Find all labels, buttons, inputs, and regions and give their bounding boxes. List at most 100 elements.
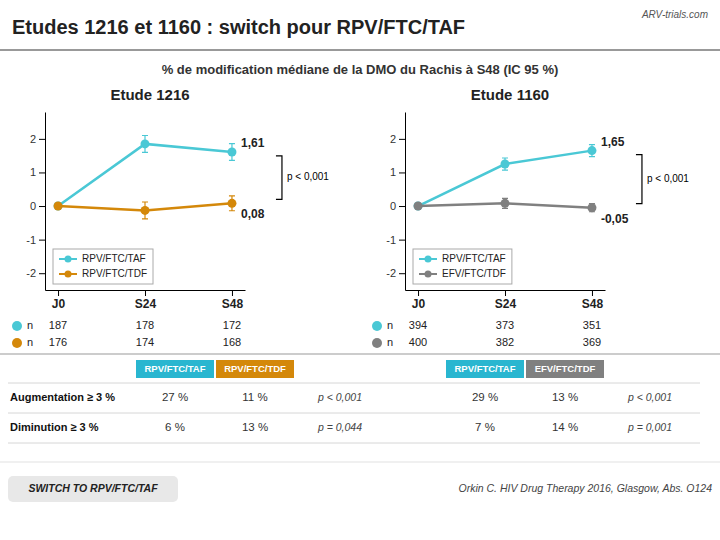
y-tick-mark — [39, 206, 45, 207]
y-tick-mark — [399, 206, 405, 207]
series-line — [58, 144, 232, 206]
legend-box — [53, 249, 153, 284]
point — [414, 202, 423, 211]
x-tick-mark — [58, 290, 59, 296]
n-value: 373 — [496, 319, 514, 331]
n-value: 382 — [496, 336, 514, 348]
x-axis: J0S24S48 — [46, 290, 246, 311]
legend: RPV/FTC/TAF EFV/FTC/TDF — [413, 249, 512, 284]
table-row-line — [8, 413, 700, 414]
n-value: 178 — [136, 319, 154, 331]
y-tick-mark — [399, 172, 405, 173]
panel-title: Etude 1160 — [471, 86, 549, 103]
footer-badge — [8, 476, 178, 502]
y-tick: 0 — [390, 200, 405, 212]
p-bracket — [276, 156, 282, 199]
n-value: 168 — [223, 336, 241, 348]
value-label: -0,05 — [601, 212, 629, 226]
y-tick-label: -1 — [386, 234, 396, 246]
y-tick-label: 0 — [30, 200, 36, 212]
series — [414, 145, 597, 211]
y-tick-label: 2 — [390, 133, 396, 145]
x-tick-mark — [505, 290, 506, 296]
n-value: 394 — [409, 319, 427, 331]
table-p-value: p = 0,001 — [627, 421, 672, 433]
subtitle: % de modification médiane de la DMO du R… — [162, 62, 559, 77]
n-row: n176174168 — [12, 336, 241, 348]
point — [587, 203, 596, 212]
n-row-bullet — [372, 321, 382, 331]
legend-label: RPV/FTC/TDF — [82, 268, 147, 279]
x-tick-label: J0 — [412, 297, 426, 311]
n-value: 369 — [583, 336, 601, 348]
x-tick-label: S24 — [495, 297, 517, 311]
point — [501, 199, 510, 208]
marks — [414, 145, 597, 213]
table-p-value: p < 0,001 — [317, 391, 362, 403]
panel-title: Etude 1216 — [110, 86, 189, 103]
y-tick-label: -2 — [386, 267, 396, 279]
legend-label: RPV/FTC/TAF — [442, 253, 506, 264]
y-tick-label: 1 — [30, 166, 36, 178]
table-header-label: RPV/FTC/TAF — [454, 363, 515, 374]
y-tick: 1 — [30, 166, 45, 178]
n-row: n187178172 — [12, 319, 241, 331]
p-bracket — [636, 155, 642, 204]
n-row-bullet — [372, 338, 382, 348]
y-tick-mark — [399, 139, 405, 140]
table-header-cell — [136, 360, 214, 378]
y-axis: -2 -1 0 1 2 — [386, 113, 405, 291]
chart-page: Etudes 1216 et 1160 : switch pour RPV/FT… — [0, 0, 720, 540]
x-tick-label: S24 — [135, 297, 157, 311]
table-cell: 27 % — [162, 391, 188, 403]
point — [141, 206, 150, 215]
legend-label: EFV/FTC/TDF — [442, 268, 506, 279]
y-tick: -1 — [26, 234, 45, 246]
table-cell: 29 % — [472, 391, 498, 403]
legend-swatch-marker — [425, 271, 432, 278]
value-label: 1,65 — [601, 135, 625, 149]
table-header-cell — [446, 360, 524, 378]
x-tick-label: J0 — [52, 297, 66, 311]
series — [54, 196, 237, 219]
y-tick: -1 — [386, 234, 405, 246]
y-tick-mark — [39, 240, 45, 241]
y-tick: -2 — [26, 267, 45, 279]
footer-source: Orkin C. HIV Drug Therapy 2016, Glasgow,… — [459, 482, 713, 494]
n-row-bullet — [12, 321, 22, 331]
n-row-bullet — [12, 338, 22, 348]
x-tick: S24 — [495, 290, 517, 311]
y-tick: 1 — [390, 166, 405, 178]
y-tick-label: -2 — [26, 267, 36, 279]
y-tick-label: 0 — [390, 200, 396, 212]
y-axis-line — [405, 113, 406, 291]
n-label: n — [27, 336, 33, 348]
x-tick: J0 — [52, 290, 66, 311]
point — [141, 139, 150, 148]
value-labels: 1,65 -0,05 — [601, 135, 629, 226]
value-label: 0,08 — [241, 207, 265, 221]
y-tick-label: 1 — [390, 166, 396, 178]
credit: ARV-trials.com — [641, 9, 708, 20]
point — [227, 147, 236, 156]
header-separator — [0, 49, 720, 51]
y-tick: 2 — [30, 133, 45, 145]
point — [54, 202, 63, 211]
legend-swatch-marker — [425, 256, 432, 263]
table-cell: 13 % — [552, 391, 578, 403]
n-value: 174 — [136, 336, 154, 348]
table-cell: 14 % — [552, 421, 578, 433]
legend-box — [413, 249, 512, 284]
series — [414, 198, 597, 212]
y-tick: 0 — [30, 200, 45, 212]
y-tick-mark — [39, 273, 45, 274]
n-value: 187 — [49, 319, 67, 331]
annotation: p < 0,001 — [287, 171, 329, 182]
y-axis: -2 -1 0 1 2 — [26, 113, 45, 291]
table-header-label: EFV/FTC/TDF — [535, 363, 596, 374]
table-row-line — [8, 383, 700, 384]
point — [501, 160, 510, 169]
y-tick-label: 2 — [30, 133, 36, 145]
table-p-value: p = 0,044 — [317, 421, 362, 433]
legend-label: RPV/FTC/TAF — [82, 253, 146, 264]
